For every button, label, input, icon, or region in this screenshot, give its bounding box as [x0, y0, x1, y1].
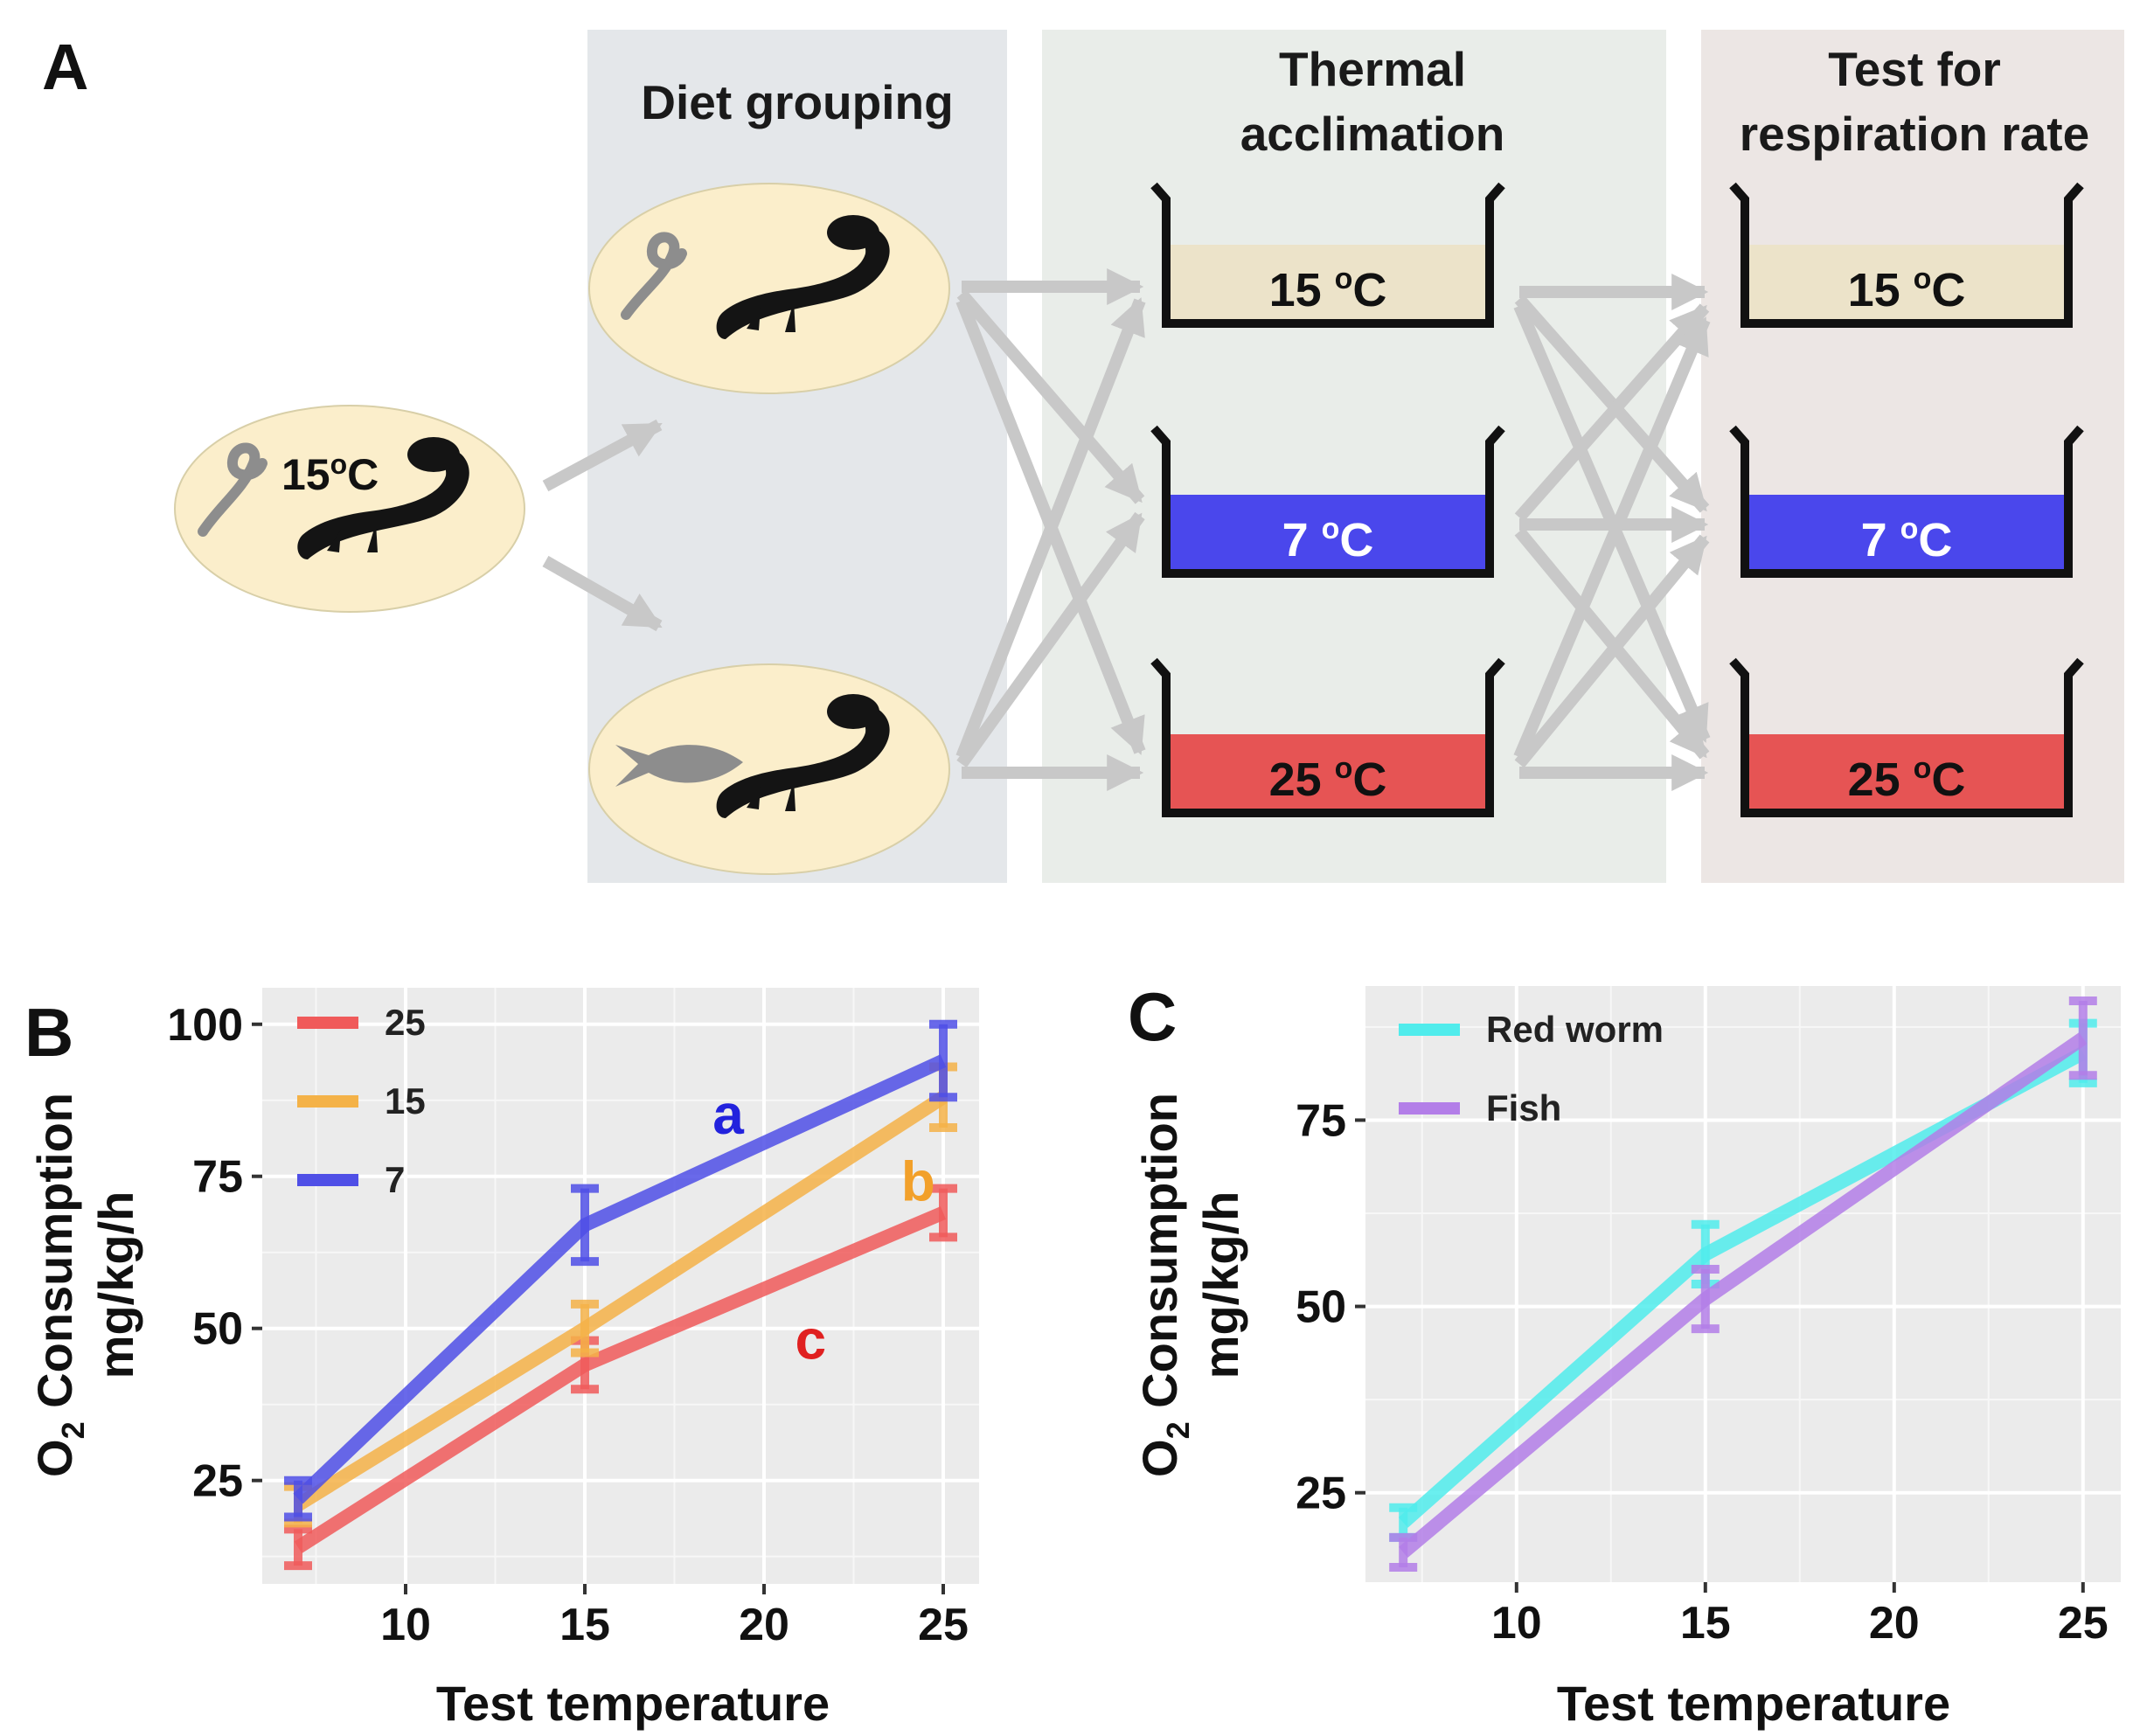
chart-b-ylabel-sub: 2: [55, 1421, 91, 1439]
chart-b-annotation-c: c: [796, 1309, 827, 1371]
chart-b-errorbar-0-0: [284, 1524, 312, 1571]
stage-diet-title: Diet grouping: [641, 75, 953, 129]
chart-b-legend: 25 15 7: [297, 1002, 426, 1200]
test-tank-outline-1: [1729, 425, 2084, 578]
panel-b-label: B: [24, 994, 73, 1071]
chart-b-ylabel-units: mg/kg/h: [88, 1191, 143, 1379]
panel-a-label: A: [42, 31, 88, 103]
chart-c-ylabel-sub: 2: [1160, 1421, 1196, 1439]
svg-text:O2 Consumption: O2 Consumption: [1132, 1093, 1196, 1477]
chart-c-ylabel: O2 Consumption mg/kg/h: [1132, 1093, 1248, 1477]
chart-b-errorbar-1-1: [571, 1299, 599, 1358]
chart-c-ylabel-units: mg/kg/h: [1193, 1191, 1248, 1379]
chart-b-legend-label-0: 25: [385, 1002, 426, 1043]
acclimation-tanks: 15 oC 7 oC 25 oC: [1150, 182, 1505, 817]
chart-b-ytick-label-1: 50: [192, 1304, 243, 1355]
chart-c-errorbar-1-1: [1691, 1264, 1720, 1334]
acclimation-tank-label-0: 15 oC: [1269, 262, 1387, 316]
chart-c-xtick-label-1: 15: [1680, 1598, 1731, 1649]
salamander-icon: [297, 437, 469, 559]
panel-a: A Diet grouping Thermal acclimation Test…: [42, 30, 2124, 883]
chart-c-series: [1389, 996, 2097, 1572]
acclimation-tank-label-2: 25 oC: [1269, 752, 1387, 806]
chart-b-errorbar-2-0: [284, 1476, 312, 1522]
test-tank-label-2: 25 oC: [1848, 752, 1966, 806]
chart-c-ylabel-rest: Consumption: [1132, 1093, 1187, 1421]
stage-thermal-title-line1: Thermal: [1279, 42, 1466, 96]
chart-b-errorbar-0-2: [929, 1184, 957, 1242]
fish-icon: [615, 745, 743, 787]
chart-c-ytick-label-2: 75: [1296, 1095, 1346, 1146]
chart-c-legend-label-1: Fish: [1486, 1087, 1561, 1128]
chart-b-plot-background: [262, 988, 979, 1584]
chart-b-axes: 10 15 20 25 25 50 75 100: [167, 1000, 969, 1650]
arrow-start-to-fish: [542, 555, 663, 632]
chart-b-ylabel-rest: Consumption: [27, 1093, 82, 1421]
chart-b-series: [284, 1019, 957, 1571]
test-tank-label-1: 7 oC: [1861, 512, 1953, 566]
worm-icon: [198, 442, 268, 537]
chart-c-ytick-label-0: 25: [1296, 1469, 1346, 1519]
chart-b-annotations: a b c: [712, 1083, 935, 1371]
chart-c-xtick-label-0: 10: [1491, 1598, 1542, 1649]
chart-b-legend-label-2: 7: [385, 1159, 405, 1200]
acclimation-tank-outline-0: [1150, 182, 1505, 328]
start-temperature-label: 15oC: [281, 448, 379, 499]
test-tanks: 15 oC 7 oC 25 oC: [1729, 182, 2084, 817]
acclimation-tank-water-0: [1166, 245, 1490, 323]
chart-c-legend: Red worm Fish: [1399, 1009, 1664, 1128]
chart-c-xlabel: Test temperature: [1557, 1676, 1950, 1731]
salamander-diet-worm-icon: [716, 215, 890, 339]
test-tank-water-0: [1745, 245, 2068, 323]
acclimation-tank-outline-2: [1150, 657, 1505, 817]
test-tank-outline-2: [1729, 657, 2084, 817]
arrows-diet-to-acclimation: [955, 268, 1146, 791]
worm-diet-icon: [621, 232, 687, 320]
chart-c-xtick-label-2: 20: [1869, 1598, 1920, 1649]
chart-b-xtick-label-1: 15: [559, 1600, 610, 1650]
salamander-diet-fish-icon: [716, 694, 890, 818]
stage-test-title-line2: respiration rate: [1740, 107, 2089, 161]
chart-b-ytick-label-2: 75: [192, 1152, 243, 1203]
chart-b-ylabel-o: O: [27, 1439, 82, 1477]
chart-c-legend-label-0: Red worm: [1486, 1009, 1664, 1050]
chart-b-errorbar-2-2: [929, 1019, 957, 1102]
chart-c-errorbar-1-2: [2068, 996, 2097, 1080]
arrows-acclimation-to-test: [1513, 274, 1711, 791]
chart-b-ytick-label-3: 100: [167, 1000, 243, 1051]
test-tank-outline-0: [1729, 182, 2084, 328]
chart-c-xtick-label-3: 25: [2058, 1598, 2109, 1649]
chart-b-annotation-b: b: [901, 1150, 935, 1213]
chart-b-ylabel: O2 Consumption mg/kg/h: [27, 1093, 143, 1477]
chart-b-xtick-label-0: 10: [380, 1600, 431, 1650]
acclimation-tank-water-1: [1166, 495, 1490, 573]
chart-b-legend-label-1: 15: [385, 1080, 426, 1121]
test-tank-label-0: 15 oC: [1848, 262, 1966, 316]
chart-b-errorbar-2-1: [571, 1184, 599, 1267]
chart-b-xtick-label-2: 20: [739, 1600, 789, 1650]
stage-test-title-line1: Test for: [1828, 42, 2001, 96]
arrow-start-to-worm: [542, 419, 663, 492]
panel-b: B 10 15 20 25 25 50 75 100 25 15 7 a b c Test tempe…: [24, 988, 979, 1731]
acclimation-tank-water-2: [1166, 734, 1490, 813]
chart-c-axes: 10 15 20 25 25 50 75: [1296, 1095, 2109, 1649]
stage-thermal-title-line2: acclimation: [1240, 107, 1505, 161]
chart-b-xtick-label-3: 25: [918, 1600, 969, 1650]
acclimation-tank-outline-1: [1150, 425, 1505, 578]
chart-b-ytick-label-0: 25: [192, 1456, 243, 1507]
chart-c-ylabel-o: O: [1132, 1439, 1187, 1477]
svg-text:O2 Consumption: O2 Consumption: [27, 1093, 91, 1477]
panel-c: C 10 15 20 25 25 50 75 Red worm Fish Test tempe…: [1128, 978, 2121, 1731]
test-tank-water-1: [1745, 495, 2068, 573]
chart-c-ytick-label-1: 50: [1296, 1282, 1346, 1333]
chart-b-annotation-a: a: [712, 1083, 744, 1146]
test-tank-water-2: [1745, 734, 2068, 813]
chart-c-errorbar-1-0: [1389, 1532, 1418, 1572]
panel-c-label: C: [1128, 978, 1177, 1055]
chart-b-xlabel: Test temperature: [436, 1676, 830, 1731]
acclimation-tank-label-1: 7 oC: [1282, 512, 1374, 566]
